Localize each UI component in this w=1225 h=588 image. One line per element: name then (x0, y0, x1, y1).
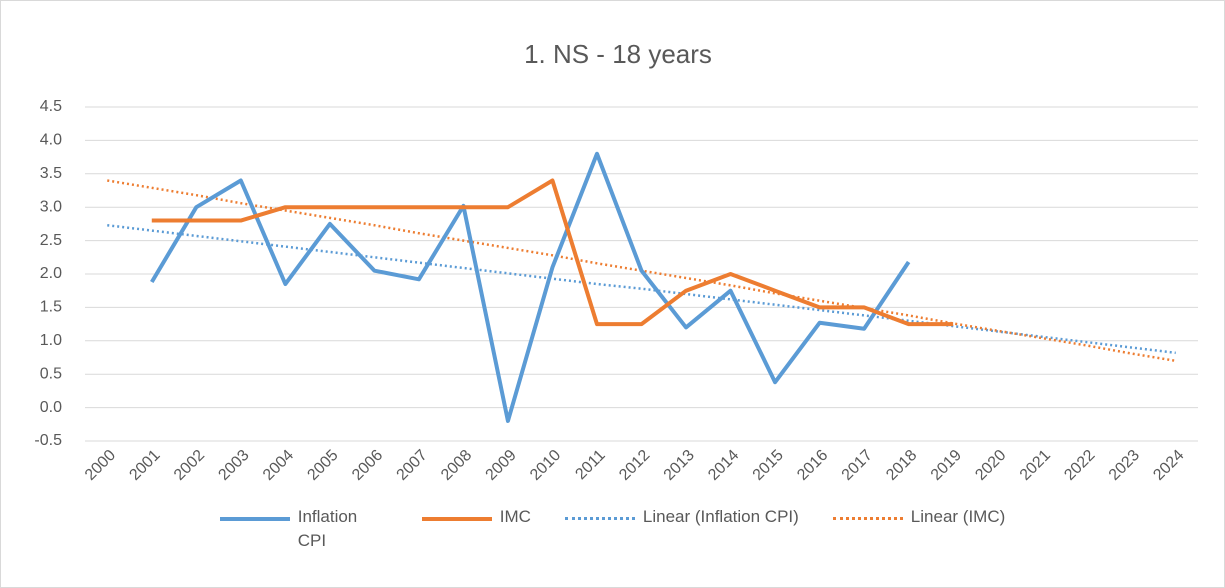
series-line (151, 178, 954, 327)
y-tick-label: 1.5 (40, 299, 62, 316)
y-tick-label: 2.5 (40, 232, 62, 249)
legend-label: Linear (Inflation CPI) (642, 507, 799, 526)
legend-label: Linear (IMC) (910, 507, 1006, 526)
y-tick-label: 4.0 (40, 132, 62, 149)
legend-item: Inflation CPI (219, 505, 388, 553)
legend-swatch (832, 517, 903, 520)
legend-swatch (564, 517, 635, 520)
series-line (150, 151, 911, 423)
y-tick-label: 0.0 (40, 399, 62, 416)
y-tick-label: 1.0 (40, 332, 62, 349)
legend-item: Linear (IMC) (832, 505, 1006, 553)
legend-swatch (219, 517, 290, 521)
y-tick-label: 3.0 (40, 198, 62, 215)
chart-title: 1. NS - 18 years (524, 39, 712, 69)
y-tick-label: 0.5 (40, 365, 62, 382)
legend-item: IMC (421, 505, 531, 553)
y-tick-label: -0.5 (34, 432, 62, 449)
y-tick-label: 3.5 (40, 165, 62, 182)
legend-label: IMC (499, 507, 531, 526)
legend-swatch (421, 517, 492, 521)
y-tick-label: 2.0 (40, 265, 62, 282)
y-tick-label: 4.5 (40, 98, 62, 115)
legend-item: Linear (Inflation CPI) (564, 505, 799, 553)
legend-label: Inflation CPI (297, 507, 358, 550)
legend: Inflation CPI IMC Linear (Inflation CPI) Li… (0, 505, 1225, 553)
trend-line (107, 223, 1176, 355)
